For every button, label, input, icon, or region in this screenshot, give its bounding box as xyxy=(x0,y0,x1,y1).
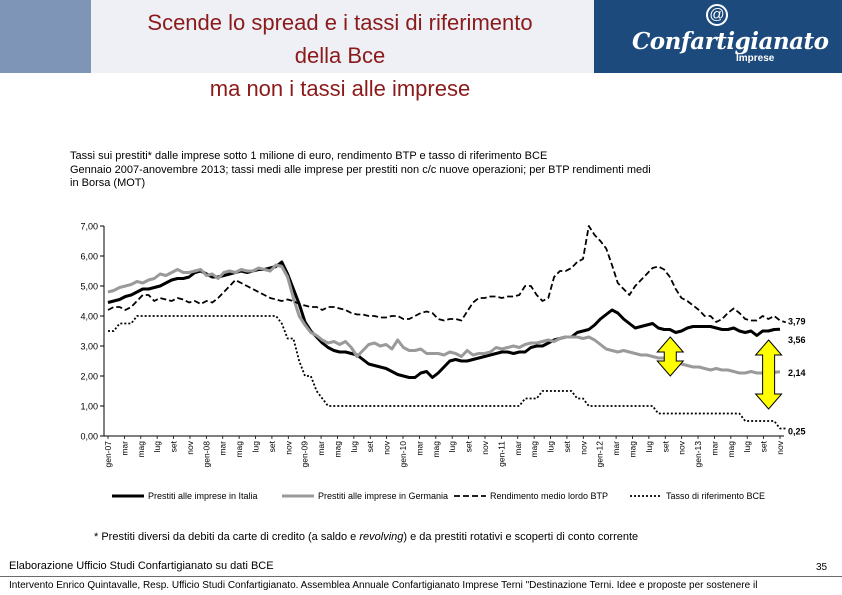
title-line: della Bce xyxy=(294,43,386,68)
footnote-text-end: ) e da prestiti rotativi e scoperti di c… xyxy=(403,531,639,543)
x-tick-label: set xyxy=(562,440,572,452)
at-icon: @ xyxy=(706,4,728,26)
legend-label: Prestiti alle imprese in Germania xyxy=(318,491,448,501)
footer-caption: Intervento Enrico Quintavalle, Resp. Uff… xyxy=(9,580,758,591)
x-tick-label: lug xyxy=(349,441,359,453)
double-arrow-icon xyxy=(656,336,685,377)
y-tick-label: 0,00 xyxy=(80,432,98,442)
line-chart: 0,00 1,00 2,00 3,00 4,00 5,00 6,00 7,00 gen-07 m… xyxy=(80,222,806,502)
annotation-layer xyxy=(656,336,783,410)
x-tick-label: nov xyxy=(578,440,588,454)
x-axis: gen-07 mar mag lug set nov gen-08 mar mag lug set n… xyxy=(103,435,785,468)
double-arrow-icon xyxy=(754,339,783,410)
x-tick-label: lug xyxy=(546,441,556,453)
header-left-band xyxy=(0,0,91,73)
subtitle-line: in Borsa (MOT) xyxy=(70,177,146,189)
title-line: Scende lo spread e i tassi di riferiment… xyxy=(147,10,533,35)
x-tick-label: nov xyxy=(382,440,392,454)
x-tick-label: gen-13 xyxy=(693,441,703,468)
y-axis: 0,00 1,00 2,00 3,00 4,00 5,00 6,00 7,00 xyxy=(80,222,105,442)
x-tick-label: mag xyxy=(136,441,146,458)
footnote-text: * Prestiti diversi da debiti da carte di… xyxy=(94,531,360,543)
series-end-label: 0,25 xyxy=(788,427,806,437)
x-tick-label: gen-10 xyxy=(398,441,408,468)
x-tick-label: mag xyxy=(234,441,244,458)
chart-subtitle: Tassi sui prestiti* dalle imprese sotto … xyxy=(70,150,770,191)
series-layer xyxy=(107,225,787,430)
x-tick-label: mag xyxy=(332,441,342,458)
source-note: Elaborazione Ufficio Studi Confartigiana… xyxy=(9,560,274,572)
y-tick-label: 4,00 xyxy=(80,312,98,322)
x-tick-label: set xyxy=(169,440,179,452)
logo: @ Confartigianato Imprese xyxy=(594,0,842,73)
y-tick-label: 7,00 xyxy=(80,222,98,232)
x-tick-label: nov xyxy=(283,440,293,454)
x-tick-label: gen-08 xyxy=(201,441,211,468)
series-line-dashed-black xyxy=(107,225,787,324)
legend-label: Rendimento medio lordo BTP xyxy=(490,491,608,501)
legend-label: Tasso di riferimento BCE xyxy=(666,491,765,501)
header-title-box xyxy=(91,0,594,73)
end-labels: 3,56 2,14 3,79 0,25 xyxy=(788,316,806,436)
title-line: ma non i tassi alle imprese xyxy=(209,76,471,101)
x-tick-label: gen-11 xyxy=(496,441,506,467)
x-tick-label: mar xyxy=(218,441,228,456)
x-tick-label: mag xyxy=(726,441,736,458)
x-tick-label: lug xyxy=(742,441,752,453)
x-tick-label: nov xyxy=(185,440,195,454)
x-tick-label: mar xyxy=(119,441,129,456)
footnote: * Prestiti diversi da debiti da carte di… xyxy=(94,531,638,543)
x-tick-label: mar xyxy=(709,441,719,456)
x-tick-label: mag xyxy=(431,441,441,458)
x-tick-label: gen-12 xyxy=(595,441,605,468)
x-tick-label: set xyxy=(660,440,670,452)
x-tick-label: set xyxy=(464,440,474,452)
y-tick-label: 5,00 xyxy=(80,282,98,292)
x-tick-label: gen-07 xyxy=(103,441,113,468)
x-tick-label: lug xyxy=(251,441,261,453)
subtitle-line: Gennaio 2007-anovembre 2013; tassi medi … xyxy=(70,163,651,176)
x-tick-label: mar xyxy=(414,441,424,456)
x-tick-label: nov xyxy=(480,440,490,454)
x-tick-label: lug xyxy=(644,441,654,453)
x-tick-label: nov xyxy=(677,440,687,454)
x-tick-label: mar xyxy=(513,441,523,456)
x-tick-label: mar xyxy=(611,441,621,456)
x-tick-label: set xyxy=(267,440,277,452)
x-tick-label: lug xyxy=(447,441,457,453)
page-title: Scende lo spread e i tassi di riferiment… xyxy=(70,6,610,105)
chart-legend: Prestiti alle imprese in Italia Prestiti … xyxy=(112,491,765,501)
x-tick-label: lug xyxy=(152,441,162,453)
subtitle-line: Tassi sui prestiti* dalle imprese sotto … xyxy=(70,150,548,162)
logo-sub: Imprese xyxy=(736,53,775,64)
y-tick-label: 3,00 xyxy=(80,342,98,352)
series-line-solid-grey xyxy=(107,263,781,375)
footnote-italic: revolving xyxy=(359,531,404,543)
x-tick-label: mag xyxy=(627,441,637,458)
x-tick-label: mar xyxy=(316,441,326,456)
y-tick-label: 1,00 xyxy=(80,402,98,412)
x-tick-label: gen-09 xyxy=(300,441,310,468)
y-tick-label: 2,00 xyxy=(80,372,98,382)
logo-name: Confartigianato xyxy=(632,28,829,55)
x-tick-label: nov xyxy=(775,440,785,454)
y-tick-label: 6,00 xyxy=(80,252,98,262)
series-line-dotted-black xyxy=(108,315,786,430)
legend-label: Prestiti alle imprese in Italia xyxy=(148,491,258,501)
series-end-label: 3,79 xyxy=(788,316,806,326)
x-tick-label: set xyxy=(365,440,375,452)
series-end-label: 2,14 xyxy=(788,368,806,378)
page-number: 35 xyxy=(816,562,828,573)
x-tick-label: set xyxy=(759,440,769,452)
footer-divider xyxy=(0,576,842,577)
x-tick-label: mag xyxy=(529,441,539,458)
series-end-label: 3,56 xyxy=(788,335,806,345)
